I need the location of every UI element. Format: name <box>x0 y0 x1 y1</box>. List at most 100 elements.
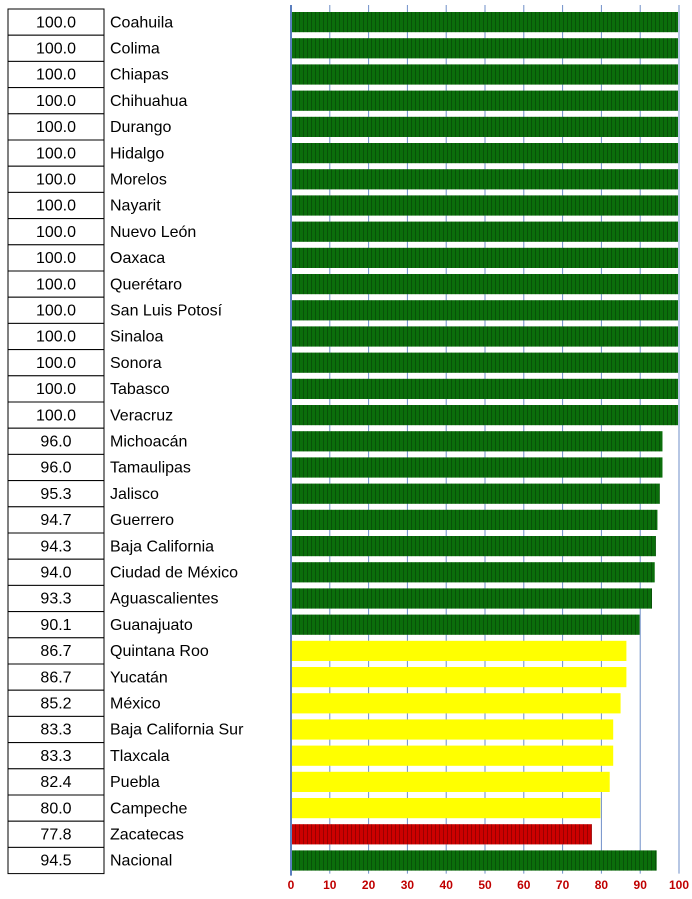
value-label: 100.0 <box>36 14 76 31</box>
category-label: Baja California Sur <box>110 722 244 739</box>
category-label: Durango <box>110 119 171 136</box>
category-label: Aguascalientes <box>110 591 219 608</box>
value-label: 96.0 <box>40 460 71 477</box>
category-label: México <box>110 696 161 713</box>
bar-texture <box>292 221 678 242</box>
value-label: 94.0 <box>40 565 71 582</box>
value-label: 94.5 <box>40 853 71 870</box>
value-cell <box>7 113 105 141</box>
value-cell <box>7 34 105 62</box>
bar-texture <box>292 824 592 845</box>
value-cell <box>7 532 105 560</box>
x-tick-label: 0 <box>288 878 295 892</box>
bar-texture <box>292 143 678 164</box>
bar <box>292 771 610 792</box>
value-cell <box>7 401 105 429</box>
category-label: Ciudad de México <box>110 565 238 582</box>
value-cell <box>7 768 105 796</box>
value-label: 100.0 <box>36 119 76 136</box>
value-cell <box>7 584 105 613</box>
category-label: Zacatecas <box>110 827 184 844</box>
value-label: 86.7 <box>40 669 71 686</box>
bar <box>292 667 627 688</box>
value-cell <box>7 60 105 89</box>
value-label: 96.0 <box>40 434 71 451</box>
category-label: Nacional <box>110 853 172 870</box>
bar-texture <box>292 300 678 321</box>
bar <box>292 798 601 819</box>
category-label: Baja California <box>110 538 214 555</box>
category-label: Tamaulipas <box>110 460 191 477</box>
category-label: Veracruz <box>110 407 173 424</box>
bar-texture <box>292 457 663 478</box>
category-label: Nuevo León <box>110 224 196 241</box>
value-label: 100.0 <box>36 407 76 424</box>
value-cell <box>7 480 105 508</box>
bar-texture <box>292 850 657 871</box>
x-tick-label: 30 <box>401 878 415 892</box>
value-label: 100.0 <box>36 329 76 346</box>
bar-texture <box>292 247 678 268</box>
value-label: 100.0 <box>36 198 76 215</box>
category-label: Puebla <box>110 774 160 791</box>
value-label: 100.0 <box>36 145 76 162</box>
bar-texture <box>292 90 678 111</box>
bar-texture <box>292 12 678 33</box>
value-label: 82.4 <box>40 774 71 791</box>
value-cell <box>7 846 105 875</box>
value-label: 100.0 <box>36 250 76 267</box>
value-cell <box>7 427 105 455</box>
bar-texture <box>292 509 658 530</box>
category-label: Sonora <box>110 355 162 372</box>
value-cell <box>7 322 105 351</box>
value-cell <box>7 506 105 534</box>
value-label: 94.7 <box>40 512 71 529</box>
value-cell <box>7 689 105 717</box>
value-cell <box>7 794 105 822</box>
value-label: 90.1 <box>40 617 71 634</box>
category-label: Jalisco <box>110 486 159 503</box>
bar-texture <box>292 431 663 452</box>
category-label: Tabasco <box>110 381 170 398</box>
bar-texture <box>292 64 678 85</box>
value-label: 100.0 <box>36 67 76 84</box>
x-tick-label: 20 <box>362 878 376 892</box>
value-cell <box>7 270 105 298</box>
value-label: 100.0 <box>36 41 76 58</box>
value-label: 86.7 <box>40 643 71 660</box>
x-tick-label: 100 <box>669 878 689 892</box>
bar-texture <box>292 614 640 635</box>
value-cell <box>7 453 105 482</box>
bar-texture <box>292 405 678 426</box>
x-tick-label: 50 <box>478 878 492 892</box>
category-label: Nayarit <box>110 198 161 215</box>
value-cell <box>7 296 105 324</box>
bar-texture <box>292 38 678 59</box>
bar-texture <box>292 169 678 190</box>
category-label: Hidalgo <box>110 145 164 162</box>
bar-texture <box>292 562 655 583</box>
category-label: Yucatán <box>110 669 168 686</box>
value-label: 100.0 <box>36 172 76 189</box>
category-label: Campeche <box>110 800 187 817</box>
value-label: 100.0 <box>36 276 76 293</box>
bar <box>292 640 627 661</box>
value-label: 95.3 <box>40 486 71 503</box>
value-label: 93.3 <box>40 591 71 608</box>
category-label: Coahuila <box>110 14 173 31</box>
category-label: Colima <box>110 41 160 58</box>
value-cell <box>7 139 105 167</box>
bar <box>292 693 621 714</box>
x-tick-label: 70 <box>556 878 570 892</box>
value-label: 77.8 <box>40 827 71 844</box>
category-label: Oaxaca <box>110 250 165 267</box>
x-tick-label: 80 <box>595 878 609 892</box>
value-label: 94.3 <box>40 538 71 555</box>
bar <box>292 719 614 740</box>
bar-texture <box>292 116 678 137</box>
bar-texture <box>292 588 653 609</box>
category-label: Chihuahua <box>110 93 188 110</box>
bar-texture <box>292 483 660 504</box>
bar-texture <box>292 195 678 216</box>
